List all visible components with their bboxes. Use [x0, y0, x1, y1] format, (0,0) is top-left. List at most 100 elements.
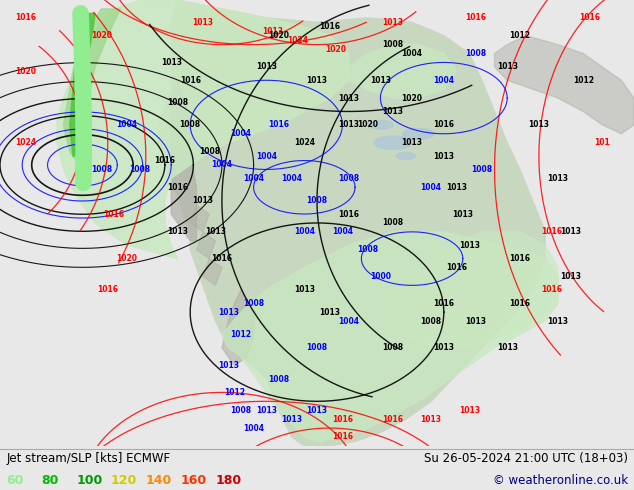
- Text: 1016: 1016: [509, 299, 531, 308]
- Text: 1004: 1004: [230, 129, 252, 138]
- Text: 1016: 1016: [332, 433, 353, 441]
- Text: 1008: 1008: [179, 121, 201, 129]
- Text: 1013: 1013: [496, 343, 518, 352]
- Polygon shape: [158, 0, 545, 446]
- Text: 1008: 1008: [198, 147, 220, 156]
- Text: 1008: 1008: [91, 165, 112, 174]
- Ellipse shape: [403, 128, 434, 139]
- Text: 1013: 1013: [496, 62, 518, 72]
- Text: 1020: 1020: [15, 67, 36, 76]
- Text: 1013: 1013: [560, 227, 581, 236]
- Text: 1024: 1024: [15, 138, 36, 147]
- Text: 1012: 1012: [573, 76, 594, 85]
- Text: 140: 140: [146, 474, 172, 487]
- Text: 1024: 1024: [287, 36, 309, 45]
- Text: 180: 180: [216, 474, 242, 487]
- Text: 1013: 1013: [306, 76, 328, 85]
- Text: 1016: 1016: [433, 121, 455, 129]
- Text: 1013: 1013: [262, 27, 283, 36]
- Text: 1008: 1008: [382, 343, 404, 352]
- Text: 1008: 1008: [306, 196, 328, 205]
- Text: 1012: 1012: [509, 31, 531, 40]
- Text: 1020: 1020: [325, 45, 347, 53]
- Text: 1020: 1020: [401, 94, 423, 102]
- Text: 1004: 1004: [281, 174, 302, 183]
- Text: 1016: 1016: [465, 13, 486, 23]
- Text: 1016: 1016: [446, 263, 467, 272]
- Text: 1013: 1013: [217, 361, 239, 370]
- Text: 1013: 1013: [560, 272, 581, 281]
- Text: 1013: 1013: [458, 406, 480, 415]
- Text: 1020: 1020: [268, 31, 290, 40]
- Text: 1016: 1016: [332, 415, 353, 424]
- Text: 1004: 1004: [243, 174, 264, 183]
- Text: 1008: 1008: [268, 374, 290, 384]
- Text: 1013: 1013: [370, 76, 391, 85]
- Text: 1016: 1016: [268, 121, 290, 129]
- Polygon shape: [171, 80, 197, 241]
- Text: 1000: 1000: [370, 272, 391, 281]
- Text: 1013: 1013: [528, 121, 550, 129]
- Ellipse shape: [396, 152, 415, 160]
- Text: 1004: 1004: [401, 49, 423, 58]
- Polygon shape: [70, 13, 95, 156]
- Text: 80: 80: [41, 474, 58, 487]
- Text: 1013: 1013: [338, 121, 359, 129]
- Text: 1013: 1013: [446, 183, 467, 192]
- Text: 1008: 1008: [167, 98, 188, 107]
- Polygon shape: [380, 232, 558, 348]
- Text: 1013: 1013: [167, 227, 188, 236]
- Text: 1013: 1013: [160, 58, 182, 67]
- Text: 1004: 1004: [256, 151, 277, 161]
- Text: 1020: 1020: [116, 254, 138, 263]
- Text: 1013: 1013: [547, 317, 569, 325]
- Polygon shape: [190, 205, 209, 232]
- Text: 1013: 1013: [338, 94, 359, 102]
- Text: 1016: 1016: [579, 13, 600, 23]
- Text: 1008: 1008: [465, 49, 486, 58]
- Text: 1013: 1013: [465, 317, 486, 325]
- Text: 1004: 1004: [332, 227, 353, 236]
- Polygon shape: [63, 9, 120, 161]
- Text: 1012: 1012: [224, 388, 245, 397]
- Text: 1016: 1016: [167, 183, 188, 192]
- Text: 1013: 1013: [217, 308, 239, 317]
- Text: 1008: 1008: [306, 343, 328, 352]
- Text: 60: 60: [6, 474, 23, 487]
- Text: 1020: 1020: [91, 31, 112, 40]
- Text: 1016: 1016: [97, 285, 119, 294]
- Text: 1016: 1016: [103, 210, 125, 219]
- Text: 1004: 1004: [116, 121, 138, 129]
- Text: 1016: 1016: [15, 13, 36, 23]
- Text: 1004: 1004: [211, 161, 233, 170]
- Text: 1008: 1008: [338, 174, 359, 183]
- Text: 1004: 1004: [243, 423, 264, 433]
- Text: 1016: 1016: [509, 254, 531, 263]
- Ellipse shape: [368, 121, 393, 129]
- Text: 1013: 1013: [205, 227, 226, 236]
- Text: 160: 160: [181, 474, 207, 487]
- Text: 1020: 1020: [357, 121, 378, 129]
- Text: 1016: 1016: [382, 415, 404, 424]
- Ellipse shape: [374, 136, 412, 149]
- Polygon shape: [57, 0, 349, 259]
- Text: 1024: 1024: [294, 138, 315, 147]
- Text: 1004: 1004: [420, 183, 442, 192]
- Text: 1016: 1016: [338, 210, 359, 219]
- Text: 1013: 1013: [433, 343, 455, 352]
- Text: 1008: 1008: [357, 245, 378, 254]
- Text: 1008: 1008: [382, 219, 404, 227]
- Polygon shape: [197, 232, 216, 259]
- Text: 1013: 1013: [294, 285, 315, 294]
- Text: © weatheronline.co.uk: © weatheronline.co.uk: [493, 474, 628, 487]
- Text: 1013: 1013: [192, 196, 214, 205]
- Text: Su 26-05-2024 21:00 UTC (18+03): Su 26-05-2024 21:00 UTC (18+03): [424, 452, 628, 465]
- Text: 101: 101: [595, 138, 610, 147]
- Text: 1016: 1016: [179, 76, 201, 85]
- Text: 1016: 1016: [319, 22, 340, 31]
- Text: 1004: 1004: [338, 317, 359, 325]
- Polygon shape: [495, 36, 634, 134]
- Text: 1008: 1008: [243, 299, 264, 308]
- Text: 1013: 1013: [281, 415, 302, 424]
- Text: 1016: 1016: [541, 285, 562, 294]
